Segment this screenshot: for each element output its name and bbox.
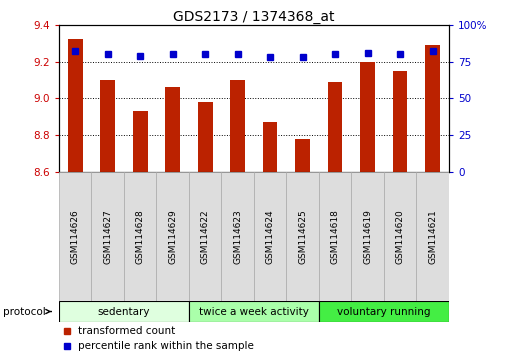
Text: twice a week activity: twice a week activity xyxy=(199,307,309,316)
Text: GSM114620: GSM114620 xyxy=(396,209,405,264)
Text: transformed count: transformed count xyxy=(78,326,176,336)
Text: GSM114629: GSM114629 xyxy=(168,209,177,264)
Bar xyxy=(254,172,286,301)
Bar xyxy=(263,122,278,172)
Bar xyxy=(222,172,254,301)
Text: GSM114621: GSM114621 xyxy=(428,209,437,264)
Bar xyxy=(124,172,156,301)
Text: GSM114628: GSM114628 xyxy=(136,209,145,264)
Bar xyxy=(286,172,319,301)
Bar xyxy=(425,45,440,172)
Text: GSM114627: GSM114627 xyxy=(103,209,112,264)
Text: GSM114623: GSM114623 xyxy=(233,209,242,264)
Bar xyxy=(319,301,449,322)
Text: GSM114622: GSM114622 xyxy=(201,209,210,264)
Bar xyxy=(360,62,375,172)
Bar xyxy=(156,172,189,301)
Bar xyxy=(59,301,189,322)
Bar xyxy=(417,172,449,301)
Bar xyxy=(198,102,212,172)
Text: protocol: protocol xyxy=(3,307,51,316)
Bar xyxy=(295,139,310,172)
Bar xyxy=(59,172,91,301)
Bar xyxy=(133,111,148,172)
Bar xyxy=(91,172,124,301)
Bar xyxy=(189,172,222,301)
Title: GDS2173 / 1374368_at: GDS2173 / 1374368_at xyxy=(173,10,334,24)
Bar xyxy=(319,172,351,301)
Text: GSM114626: GSM114626 xyxy=(71,209,80,264)
Bar xyxy=(165,87,180,172)
Text: sedentary: sedentary xyxy=(97,307,150,316)
Bar xyxy=(68,40,83,172)
Bar xyxy=(384,172,417,301)
Bar xyxy=(393,71,407,172)
Bar xyxy=(101,80,115,172)
Text: GSM114624: GSM114624 xyxy=(266,209,274,264)
Text: GSM114618: GSM114618 xyxy=(331,209,340,264)
Bar xyxy=(328,82,343,172)
Bar xyxy=(189,301,319,322)
Text: percentile rank within the sample: percentile rank within the sample xyxy=(78,341,254,351)
Text: GSM114625: GSM114625 xyxy=(298,209,307,264)
Bar xyxy=(230,80,245,172)
Text: voluntary running: voluntary running xyxy=(337,307,430,316)
Bar xyxy=(351,172,384,301)
Text: GSM114619: GSM114619 xyxy=(363,209,372,264)
